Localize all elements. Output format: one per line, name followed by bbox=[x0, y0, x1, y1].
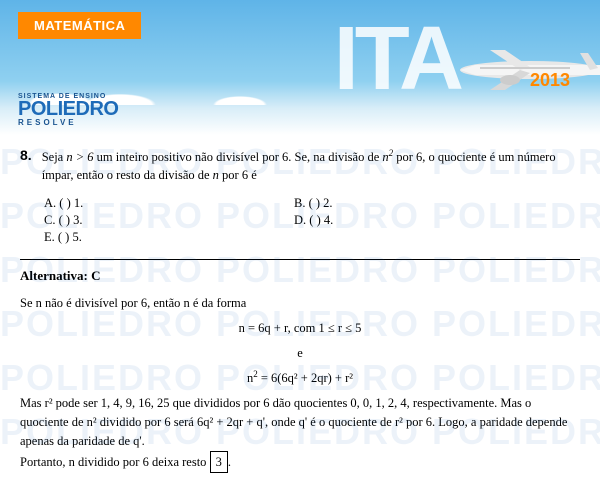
solution-line-3: Portanto, n dividido por 6 deixa resto 3… bbox=[20, 451, 580, 474]
question-row: 8. Seja n > 6 um inteiro positivo não di… bbox=[20, 147, 580, 184]
option-d: D. ( ) 4. bbox=[294, 213, 544, 228]
answer-label: Alternativa: C bbox=[20, 268, 580, 284]
options-block: A. ( ) 1. C. ( ) 3. E. ( ) 5. B. ( ) 2. … bbox=[44, 194, 580, 247]
equation-2: n2 = 6(6q² + 2qr) + r² bbox=[20, 368, 580, 388]
boxed-answer: 3 bbox=[210, 451, 228, 474]
airplane-icon bbox=[430, 35, 600, 95]
solution-block: Se n não é divisível por 6, então n é da… bbox=[20, 294, 580, 473]
header-banner: MATEMÁTICA ITA 2013 SISTEMA DE ENSINO PO… bbox=[0, 0, 600, 135]
equation-1: n = 6q + r, com 1 ≤ r ≤ 5 bbox=[20, 319, 580, 338]
solution-line-1: Se n não é divisível por 6, então n é da… bbox=[20, 294, 580, 313]
options-col-right: B. ( ) 2. D. ( ) 4. bbox=[294, 194, 544, 247]
conjunction: e bbox=[20, 344, 580, 363]
divider bbox=[20, 259, 580, 260]
solution-line-2: Mas r² pode ser 1, 4, 9, 16, 25 que divi… bbox=[20, 394, 580, 450]
brand-logo: SISTEMA DE ENSINO POLIEDRO RESOLVE bbox=[18, 93, 118, 127]
brand-name: POLIEDRO bbox=[18, 100, 118, 118]
options-col-left: A. ( ) 1. C. ( ) 3. E. ( ) 5. bbox=[44, 194, 294, 247]
question-number: 8. bbox=[20, 147, 32, 184]
content-area: POLIEDRO POLIEDRO POLIEDRO POLIEDRO POLI… bbox=[0, 135, 600, 483]
question-text: Seja n > 6 um inteiro positivo não divis… bbox=[42, 147, 580, 184]
option-e: E. ( ) 5. bbox=[44, 230, 294, 245]
subject-badge: MATEMÁTICA bbox=[18, 12, 141, 39]
option-c: C. ( ) 3. bbox=[44, 213, 294, 228]
option-a: A. ( ) 1. bbox=[44, 196, 294, 211]
exam-year: 2013 bbox=[530, 70, 570, 91]
option-b: B. ( ) 2. bbox=[294, 196, 544, 211]
